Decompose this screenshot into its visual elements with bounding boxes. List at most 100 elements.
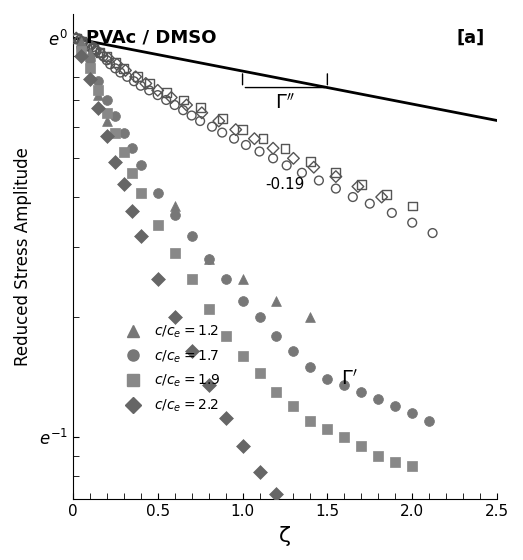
Point [120, 128, 128, 137]
Point [94, 86, 103, 95]
Point [238, 352, 247, 361]
Point [218, 128, 226, 137]
Point [391, 402, 400, 410]
Point [183, 101, 191, 110]
Point [366, 199, 374, 208]
Legend: $c/c_e = 1.2$, $c/c_e = 1.7$, $c/c_e = 1.9$, $c/c_e = 2.2$: $c/c_e = 1.2$, $c/c_e = 1.7$, $c/c_e = 1… [113, 318, 226, 419]
Point [77, 52, 86, 61]
Text: $\Gamma'$: $\Gamma'$ [341, 369, 358, 389]
Point [196, 116, 204, 125]
Point [218, 114, 226, 123]
Point [72, 34, 81, 43]
Point [86, 41, 94, 50]
Point [170, 202, 179, 211]
Point [123, 72, 131, 81]
Point [86, 48, 94, 57]
Point [388, 208, 396, 217]
Point [255, 368, 264, 377]
Point [89, 43, 97, 52]
Point [357, 388, 366, 396]
Point [103, 116, 111, 125]
Point [131, 72, 140, 81]
Point [187, 111, 196, 120]
Point [306, 417, 315, 426]
Point [259, 134, 267, 143]
Point [103, 52, 111, 61]
Point [208, 122, 216, 131]
Point [154, 188, 162, 197]
Point [323, 547, 332, 556]
Point [289, 402, 298, 410]
Point [282, 161, 291, 170]
Point [196, 103, 204, 112]
Point [170, 211, 179, 220]
Point [128, 169, 137, 178]
Point [374, 394, 382, 403]
Point [250, 134, 258, 143]
Point [221, 274, 230, 283]
Point [120, 64, 128, 73]
Point [332, 184, 340, 193]
Point [221, 413, 230, 422]
Point [242, 141, 250, 150]
Point [82, 39, 90, 48]
Point [111, 157, 119, 166]
Point [145, 86, 153, 95]
Point [323, 375, 332, 384]
Point [154, 86, 162, 95]
Point [103, 108, 111, 117]
Point [99, 52, 108, 61]
Point [179, 96, 187, 105]
Point [315, 176, 323, 185]
Point [103, 131, 111, 140]
Point [298, 169, 306, 178]
Point [187, 346, 196, 355]
Point [137, 161, 145, 170]
Point [179, 106, 187, 115]
Point [425, 417, 434, 426]
Point [72, 34, 81, 43]
Point [79, 37, 87, 46]
Point [306, 157, 315, 166]
Point [204, 381, 213, 390]
Point [187, 274, 196, 283]
Point [137, 231, 145, 240]
Text: [a]: [a] [456, 29, 484, 46]
Point [272, 490, 281, 499]
Point [349, 193, 357, 202]
Point [170, 248, 179, 257]
Point [162, 88, 170, 97]
Point [340, 433, 348, 442]
Point [75, 35, 84, 44]
Point [332, 172, 340, 181]
Y-axis label: Reduced Stress Amplitude: Reduced Stress Amplitude [14, 147, 32, 366]
Point [77, 43, 86, 52]
Point [204, 254, 213, 263]
Point [137, 81, 145, 90]
Point [104, 54, 112, 63]
Point [238, 125, 247, 134]
Point [357, 442, 366, 451]
Point [113, 60, 121, 69]
Point [230, 134, 238, 143]
Point [383, 190, 391, 199]
Point [187, 231, 196, 240]
Point [408, 202, 416, 211]
Point [96, 48, 104, 57]
Point [111, 111, 119, 120]
Point [255, 468, 264, 477]
Point [120, 180, 128, 189]
Point [94, 103, 103, 112]
Point [86, 64, 94, 73]
Point [428, 228, 437, 237]
Point [170, 101, 179, 110]
Point [94, 91, 103, 100]
Point [81, 39, 89, 48]
Point [269, 154, 277, 163]
Point [408, 218, 416, 227]
Point [77, 37, 86, 46]
Point [133, 72, 142, 81]
Text: -0.19: -0.19 [265, 176, 304, 192]
Point [111, 64, 119, 73]
Point [198, 108, 206, 117]
